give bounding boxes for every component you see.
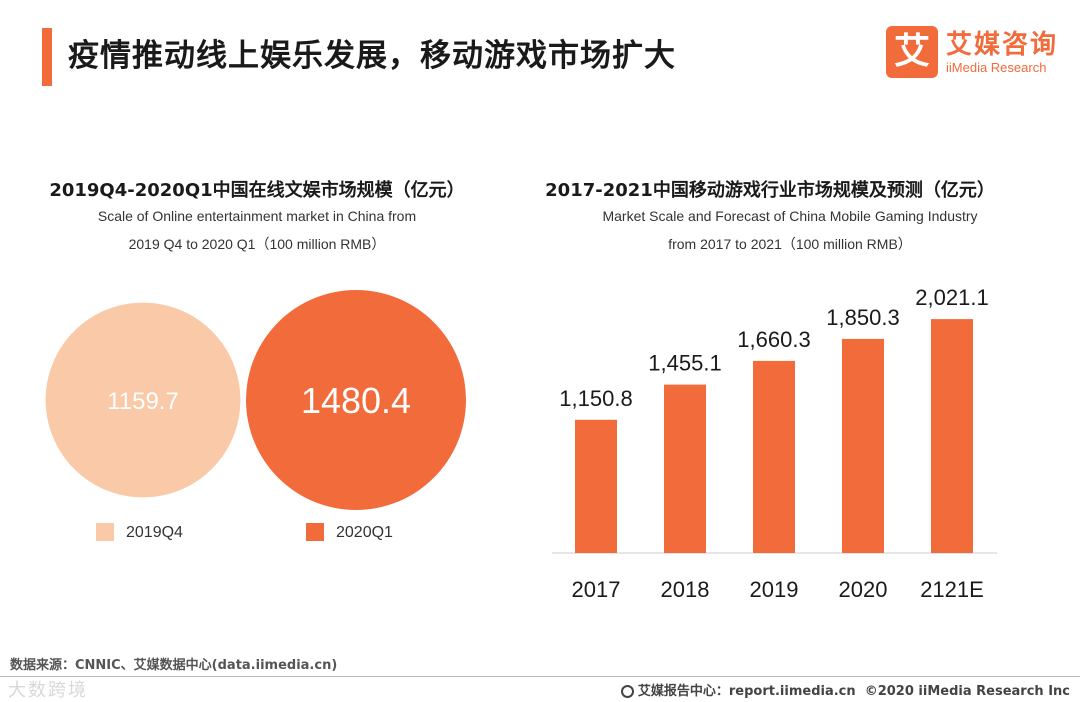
logo-english-text: iiMedia Research: [946, 60, 1047, 75]
left-chart-subtitle: Scale of Online entertainment market in …: [22, 202, 492, 258]
iimedia-logo[interactable]: 艾 艾媒咨询 iiMedia Research: [886, 26, 1066, 84]
bar-2018: [664, 384, 706, 553]
bar-value-label-2019: 1,660.3: [737, 327, 810, 352]
data-source: 数据来源：CNNIC、艾媒数据中心(data.iimedia.cn): [10, 658, 338, 673]
right-chart-subtitle-line1: Market Scale and Forecast of China Mobil…: [602, 208, 978, 224]
bubble-label-2019Q4: 1159.7: [107, 388, 179, 415]
x-tick-label-2018: 2018: [661, 577, 710, 602]
bar-2020: [842, 338, 884, 553]
watermark: 大数跨境: [8, 680, 88, 701]
logo-mark-icon: 艾: [886, 26, 938, 78]
left-chart-subtitle-line1: Scale of Online entertainment market in …: [97, 208, 417, 224]
x-tick-label-2121E: 2121E: [920, 577, 984, 602]
right-chart-subtitle-line2: from 2017 to 2021（100 million RMB）: [668, 236, 912, 252]
bar-2019: [753, 360, 795, 553]
legend-label-2020Q1: 2020Q1: [336, 524, 393, 541]
bubble-label-2020Q1: 1480.4: [301, 380, 411, 421]
right-chart-title: 2017-2021中国移动游戏行业市场规模及预测（亿元）: [545, 180, 995, 201]
title-accent-bar: [42, 28, 52, 86]
legend-swatch-2020Q1: [306, 523, 324, 541]
right-chart-subtitle: Market Scale and Forecast of China Mobil…: [520, 202, 1060, 258]
left-chart-subtitle-line2: 2019 Q4 to 2020 Q1（100 million RMB）: [128, 236, 386, 252]
bar-value-label-2121E: 2,021.1: [915, 285, 988, 310]
bar-value-label-2018: 1,455.1: [648, 351, 721, 376]
bar-2121E: [931, 319, 973, 553]
bar-chart: 1,150.8 2017 1,455.1 2018 1,660.3 2019 1,850.3…: [552, 285, 997, 602]
bar-value-label-2020: 1,850.3: [826, 305, 899, 330]
left-chart-title: 2019Q4-2020Q1中国在线文娱市场规模（亿元）: [49, 180, 465, 201]
page-title: 疫情推动线上娱乐发展，移动游戏市场扩大: [68, 38, 676, 74]
x-tick-label-2020: 2020: [839, 577, 888, 602]
legend-swatch-2019Q4: [96, 523, 114, 541]
legend-label-2019Q4: 2019Q4: [126, 524, 183, 541]
copyright: ©2020 iiMedia Research Inc: [864, 684, 1070, 699]
report-center-link[interactable]: 艾媒报告中心：report.iimedia.cn: [637, 684, 856, 699]
bubble-2019Q4: [45, 302, 241, 498]
x-tick-label-2017: 2017: [572, 577, 621, 602]
footer-divider: [0, 676, 1080, 677]
footer-credits: 艾媒报告中心：report.iimedia.cn ©2020 iiMedia R…: [620, 680, 1070, 699]
globe-icon: [620, 685, 634, 698]
bubble-2020Q1: [246, 290, 466, 510]
bar-2017: [575, 419, 617, 553]
bubble-chart: 1159.7 1480.4 2019Q4 2020Q1: [45, 290, 466, 541]
logo-chinese-text: 艾媒咨询: [946, 30, 1059, 60]
bar-value-label-2017: 1,150.8: [559, 386, 632, 411]
x-tick-label-2019: 2019: [750, 577, 799, 602]
